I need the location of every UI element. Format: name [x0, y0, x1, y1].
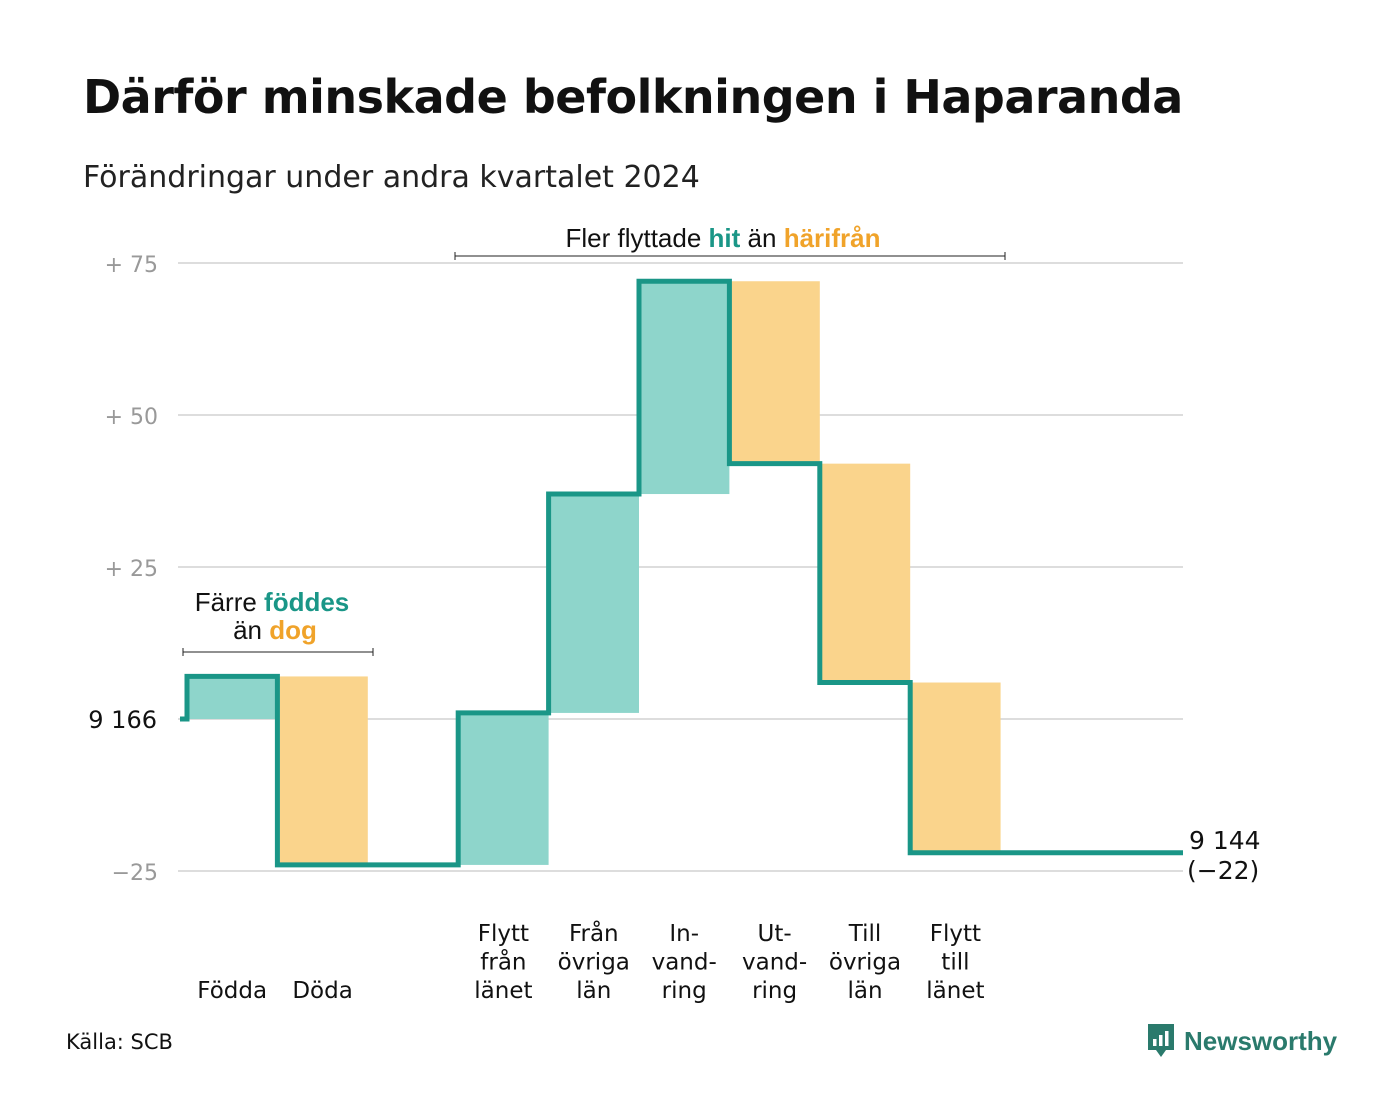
x-axis-label: län [847, 978, 882, 1004]
annotation-migration-harifran: härifrån [784, 223, 881, 253]
decrease-bar [819, 463, 911, 683]
x-axis-label: vand- [652, 950, 717, 976]
annotation-births-em: föddes [264, 587, 349, 617]
decrease-bar [910, 682, 1001, 853]
increase-bar [458, 712, 549, 865]
x-axis-label: Ut- [758, 921, 792, 947]
decrease-bar [729, 281, 820, 464]
cumulative-step-line [180, 278, 1183, 868]
annotation-births: Färre föddes än dog [182, 587, 374, 656]
x-axis-label: övriga [829, 950, 901, 976]
annotation-migration-hit: hit [709, 223, 741, 253]
x-axis-label: länet [474, 978, 532, 1004]
x-axis-label: Flytt [930, 921, 981, 947]
svg-text:än dog: än dog [233, 615, 317, 645]
x-axis-label: Flytt [478, 921, 529, 947]
end-change: (−22) [1187, 856, 1259, 885]
annotation-migration-mid: än [740, 223, 783, 253]
annotation-births-pre: Färre [195, 587, 264, 617]
y-tick-label: −25 [112, 861, 158, 886]
chart-title: Därför minskade befolkningen i Haparanda [83, 70, 1183, 124]
chart-subtitle: Förändringar under andra kvartalet 2024 [83, 160, 700, 195]
newsworthy-icon [1148, 1024, 1174, 1057]
x-axis-label: vand- [742, 950, 807, 976]
y-tick-label: + 50 [105, 405, 158, 430]
svg-text:Färre föddes: Färre föddes [195, 587, 350, 617]
y-tick-label: + 75 [105, 253, 158, 278]
x-axis-label: övriga [558, 950, 630, 976]
x-axis-label: In- [669, 921, 699, 947]
x-axis-label: ring [662, 978, 707, 1004]
annotation-deaths-em: dog [269, 615, 317, 645]
cumulative-line [180, 278, 1183, 868]
svg-text:Fler flyttade hit än härifrån: Fler flyttade hit än härifrån [565, 223, 880, 253]
x-axis-label: Till [848, 921, 882, 947]
x-axis-label: till [941, 950, 969, 976]
increase-bar [639, 281, 730, 495]
x-axis-label: från [480, 948, 526, 976]
annotation-migration-pre: Fler flyttade [565, 223, 708, 253]
y-axis-ticks: + 75 + 50 + 25 9 166 −25 [88, 253, 158, 886]
brand-logo: Newsworthy [1146, 1022, 1337, 1060]
y-tick-label: + 25 [105, 557, 158, 582]
x-axis-label: Födda [197, 978, 267, 1004]
increase-bar [548, 494, 639, 713]
x-axis-label: Döda [292, 978, 352, 1004]
x-axis-label: Från [569, 919, 619, 947]
brand-name: Newsworthy [1184, 1025, 1338, 1056]
source-note: Källa: SCB [66, 1030, 173, 1054]
decrease-bar [277, 676, 368, 865]
x-axis-label: länet [926, 978, 984, 1004]
x-axis-labels: Födda DödaFlyttfrånlänetFrånövrigalänIn-v… [197, 919, 984, 1004]
end-value-label: 9 144(−22) [1187, 826, 1261, 885]
x-axis-label: län [576, 978, 611, 1004]
bars [187, 281, 1001, 865]
y-tick-label: 9 166 [88, 706, 157, 734]
annotation-migration: Fler flyttade hit än härifrån [454, 223, 1006, 260]
end-value: 9 144 [1189, 826, 1261, 855]
increase-bar [187, 676, 278, 719]
annotation-deaths-pre: än [233, 615, 269, 645]
x-axis-label: ring [752, 978, 797, 1004]
